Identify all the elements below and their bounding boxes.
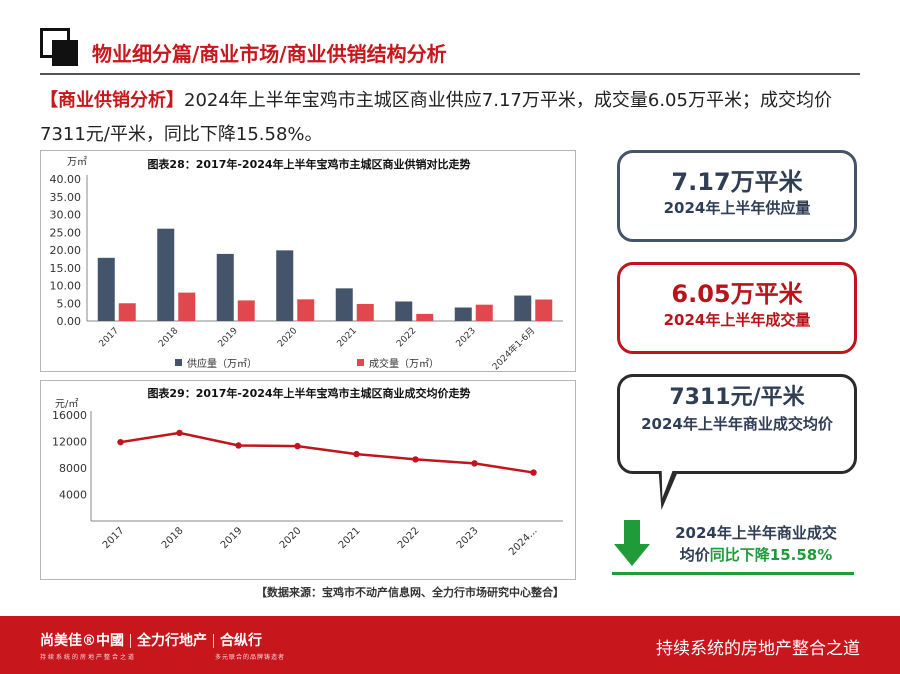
- sales-card: 6.05万平米 2024年上半年成交量: [617, 262, 857, 354]
- chart1-bar-sales: [178, 292, 196, 321]
- chart2-xtick: 2019: [219, 525, 245, 551]
- chart1-title: 图表28：2017年-2024年上半年宝鸡市主城区商业供销对比走势: [147, 157, 470, 171]
- footer-sub-1: 持续系统的房地产整合之道: [40, 654, 137, 661]
- chart1-xtick: 2018: [157, 326, 180, 349]
- footer-brand-1: 尚美佳®中國: [40, 633, 124, 649]
- chart2-xtick: 2018: [160, 525, 186, 551]
- chart1-xtick: 2017: [98, 326, 121, 349]
- chart1-ytick: 20.00: [50, 244, 82, 257]
- chart2-ytick: 4000: [59, 489, 87, 502]
- price-card-label: 2024年上半年商业成交均价: [641, 415, 833, 433]
- footer-slogan: 持续系统的房地产整合之道: [656, 639, 860, 659]
- chart1-bar-supply: [335, 288, 353, 321]
- chart2-point: [117, 438, 124, 446]
- footer-bar: 尚美佳®中國 全力行地产 合纵行 持续系统的房地产整合之道 多元联合的品牌铸造者 持…: [0, 616, 900, 674]
- supply-card-value: 7.17万平米: [671, 168, 803, 196]
- chart2-point: [353, 450, 360, 458]
- page-title: 物业细分篇/商业市场/商业供销结构分析: [92, 42, 447, 66]
- chart2-xtick: 2023: [455, 525, 481, 551]
- chart2-ylabel: 元/㎡: [55, 398, 78, 410]
- down-arrow-icon: [614, 520, 650, 566]
- supply-card-label: 2024年上半年供应量: [663, 199, 811, 217]
- chart1-xtick: 2023: [455, 326, 478, 349]
- footer-sub-2: 多元联合的品牌铸造者: [215, 654, 286, 661]
- chart2-xtick: 2024...: [507, 525, 540, 558]
- chart1-xtick: 2020: [276, 326, 299, 349]
- chart1-ytick: 25.00: [50, 226, 82, 239]
- price-card: 7311元/平米 2024年上半年商业成交均价: [617, 374, 857, 474]
- chart2-point: [235, 442, 242, 449]
- chart1-bar-sales: [356, 303, 374, 321]
- chart2-point: [294, 442, 301, 450]
- chart2-series-line: [120, 431, 534, 474]
- chart1-xtick: 2022: [395, 326, 418, 349]
- yoy-underline: [612, 572, 854, 575]
- price-card-value: 7311元/平米: [669, 385, 805, 410]
- chart2-xtick: 2021: [337, 525, 363, 551]
- chart1-ytick: 0.00: [57, 315, 82, 328]
- chart1-legend-label: 供应量（万㎡）: [187, 357, 257, 370]
- chart1-legend-swatch: [175, 359, 182, 366]
- chart2-xtick: 2017: [101, 525, 127, 551]
- chart2-ytick: 8000: [59, 462, 87, 475]
- chart1-ytick: 15.00: [50, 262, 82, 275]
- yoy-line1: 2024年上半年商业成交: [675, 524, 837, 542]
- chart1-ytick: 5.00: [57, 297, 82, 310]
- yoy-callout: 2024年上半年商业成交 均价同比下降15.58%: [656, 522, 856, 566]
- chart1-bar-supply: [216, 253, 234, 321]
- chart1-bar-sales: [297, 299, 315, 321]
- yoy-line2-a: 均价: [679, 546, 710, 564]
- intro-text: 2024年上半年宝鸡市主城区商业供应7.17万平米，成交量6.05万平米；成交均…: [40, 90, 832, 145]
- sales-card-label: 2024年上半年成交量: [663, 311, 811, 329]
- chart1-ytick: 40.00: [50, 173, 82, 186]
- chart1-bar-sales: [416, 313, 434, 321]
- chart1-bar-supply: [97, 257, 115, 321]
- footer-brand: 尚美佳®中國 全力行地产 合纵行: [40, 630, 262, 650]
- chart1-ytick: 10.00: [50, 280, 82, 293]
- chart1-ytick: 35.00: [50, 191, 82, 204]
- supply-card: 7.17万平米 2024年上半年供应量: [617, 150, 857, 242]
- chart1-ytick: 30.00: [50, 209, 82, 222]
- data-source: 【数据来源：宝鸡市不动产信息网、全力行市场研究中心整合】: [256, 586, 564, 599]
- chart1-xtick: 2024年1-6月: [490, 325, 538, 373]
- header-square-filled-icon: [52, 40, 78, 66]
- footer-brand-2: 全力行地产: [137, 633, 207, 649]
- avg-price-chart: 图表29：2017年-2024年上半年宝鸡市主城区商业成交均价走势元/㎡ 4000…: [40, 380, 576, 580]
- intro-paragraph: 【商业供销分析】2024年上半年宝鸡市主城区商业供应7.17万平米，成交量6.0…: [40, 84, 870, 152]
- chart2-title: 图表29：2017年-2024年上半年宝鸡市主城区商业成交均价走势: [147, 386, 470, 400]
- supply-sales-chart: 图表28：2017年-2024年上半年宝鸡市主城区商业供销对比走势 万㎡ 0.00 5…: [40, 150, 576, 372]
- chart1-bar-sales: [475, 304, 493, 321]
- chart1-bar-sales: [118, 303, 136, 321]
- sales-card-value: 6.05万平米: [671, 280, 803, 308]
- chart1-bar-supply: [276, 250, 294, 321]
- chart1-bar-supply: [395, 301, 413, 321]
- chart1-bar-supply: [514, 295, 532, 321]
- chart2-xtick: 2022: [396, 525, 422, 551]
- chart2-point: [176, 429, 183, 437]
- footer-brand-3: 合纵行: [220, 633, 262, 649]
- chart2-ytick: 16000: [52, 409, 87, 422]
- chart1-xtick: 2019: [217, 326, 240, 349]
- chart2-point: [412, 456, 419, 463]
- chart1-bar-supply: [454, 307, 472, 321]
- header-divider: [40, 73, 860, 75]
- intro-tag: 【商业供销分析】: [40, 90, 184, 111]
- chart2-point: [471, 460, 478, 467]
- chart1-bar-sales: [535, 299, 553, 321]
- chart1-bar-supply: [157, 228, 175, 321]
- supply-sales-chart-svg: 图表28：2017年-2024年上半年宝鸡市主城区商业供销对比走势 万㎡ 0.00 5…: [50, 156, 563, 373]
- chart1-xtick: 2021: [336, 326, 359, 349]
- chart1-ylabel: 万㎡: [67, 156, 87, 168]
- chart1-legend-swatch: [357, 359, 364, 366]
- chart1-bar-sales: [237, 300, 255, 321]
- yoy-line2-b: 同比下降15.58%: [709, 546, 833, 564]
- chart2-ytick: 12000: [52, 436, 87, 449]
- chart1-legend-label: 成交量（万㎡）: [369, 357, 439, 370]
- chart2-point: [530, 469, 537, 476]
- chart2-xtick: 2020: [278, 525, 304, 551]
